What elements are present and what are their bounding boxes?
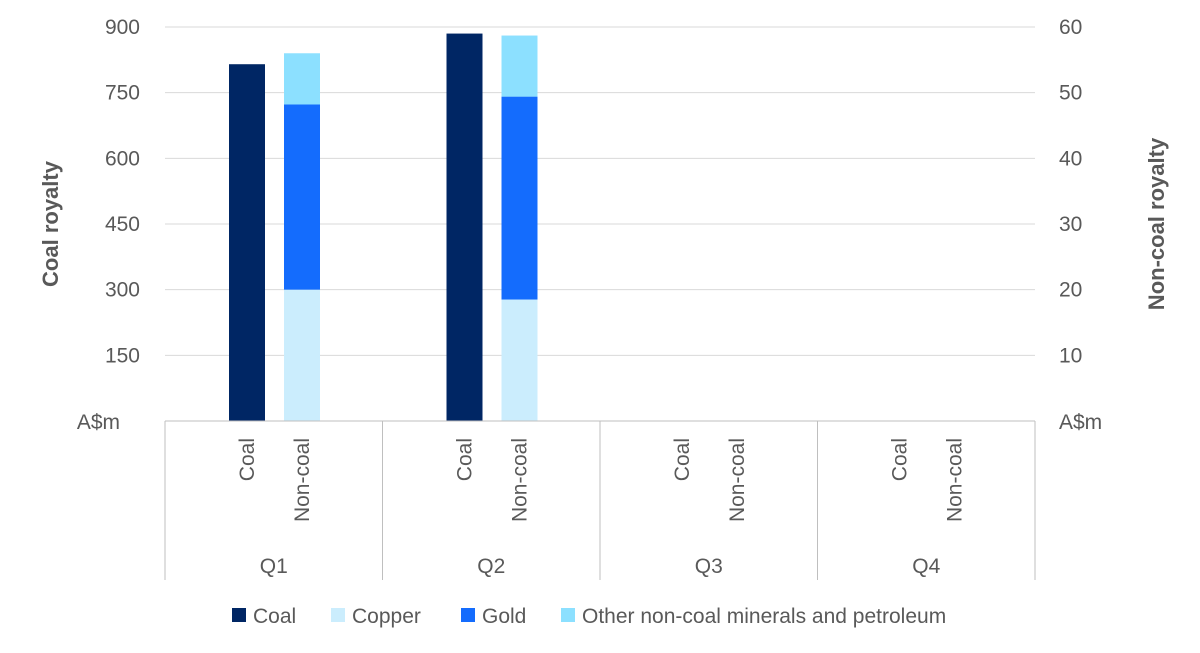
bar-other-non-coal-minerals-and-petroleum-q2 (501, 35, 538, 97)
bar-gold-q2 (501, 96, 538, 300)
group-label: Q3 (695, 555, 723, 578)
right-tick-label: 50 (1059, 82, 1082, 105)
bar-coal-q2 (446, 33, 483, 422)
right-axis-unit: A$m (1059, 411, 1102, 434)
right-tick-label: 60 (1059, 16, 1082, 39)
legend-item: Coal (232, 605, 296, 628)
right-tick-label: 20 (1059, 279, 1082, 302)
legend-swatch (232, 608, 246, 622)
left-axis-ticks: 150 300 450 600 750 900 (105, 16, 140, 367)
bar-other-non-coal-minerals-and-petroleum-q1 (284, 53, 320, 105)
left-tick-label: 300 (105, 279, 140, 302)
left-tick-label: 750 (105, 82, 140, 105)
left-tick-label: 150 (105, 344, 140, 367)
left-tick-label: 900 (105, 16, 140, 39)
category-labels: Coal Non-coal Q1 Coal Non-coal Q2 Coal Non-coal… (236, 438, 967, 578)
right-tick-label: 40 (1059, 147, 1082, 170)
subcategory-label: Non-coal (509, 438, 532, 522)
subcategory-label: Coal (454, 438, 477, 481)
bar-gold-q1 (284, 104, 320, 290)
group-label: Q4 (912, 555, 940, 578)
legend-swatch (561, 608, 575, 622)
bar-coal-q1 (229, 64, 265, 421)
subcategory-label: Non-coal (726, 438, 749, 522)
right-tick-label: 30 (1059, 213, 1082, 236)
subcategory-label: Coal (889, 438, 912, 481)
left-axis-unit: A$m (77, 411, 120, 434)
group-label: Q1 (260, 555, 288, 578)
subcategory-label: Non-coal (944, 438, 967, 522)
right-axis-ticks: 10 20 30 40 50 60 (1059, 16, 1082, 367)
legend-label: Gold (482, 605, 526, 628)
legend-label: Other non-coal minerals and petroleum (582, 605, 946, 628)
legend-label: Coal (253, 605, 296, 628)
left-tick-label: 600 (105, 147, 140, 170)
subcategory-label: Coal (236, 438, 259, 481)
legend-swatch (331, 608, 345, 622)
subcategory-label: Non-coal (291, 438, 314, 522)
left-tick-label: 450 (105, 213, 140, 236)
bar-copper-q1 (284, 289, 320, 421)
subcategory-label: Coal (671, 438, 694, 481)
right-tick-label: 10 (1059, 344, 1082, 367)
right-axis-title: Non-coal royalty (1144, 137, 1169, 310)
legend: Coal Copper Gold Other non-coal minerals an… (232, 605, 946, 628)
legend-item: Gold (461, 605, 526, 628)
bars (229, 33, 538, 422)
bar-copper-q2 (501, 299, 538, 421)
legend-label: Copper (352, 605, 421, 628)
legend-swatch (461, 608, 475, 622)
group-label: Q2 (477, 555, 505, 578)
legend-item: Other non-coal minerals and petroleum (561, 605, 946, 628)
axes (164, 420, 1036, 580)
left-axis-title: Coal royalty (38, 160, 63, 287)
legend-item: Copper (331, 605, 421, 628)
